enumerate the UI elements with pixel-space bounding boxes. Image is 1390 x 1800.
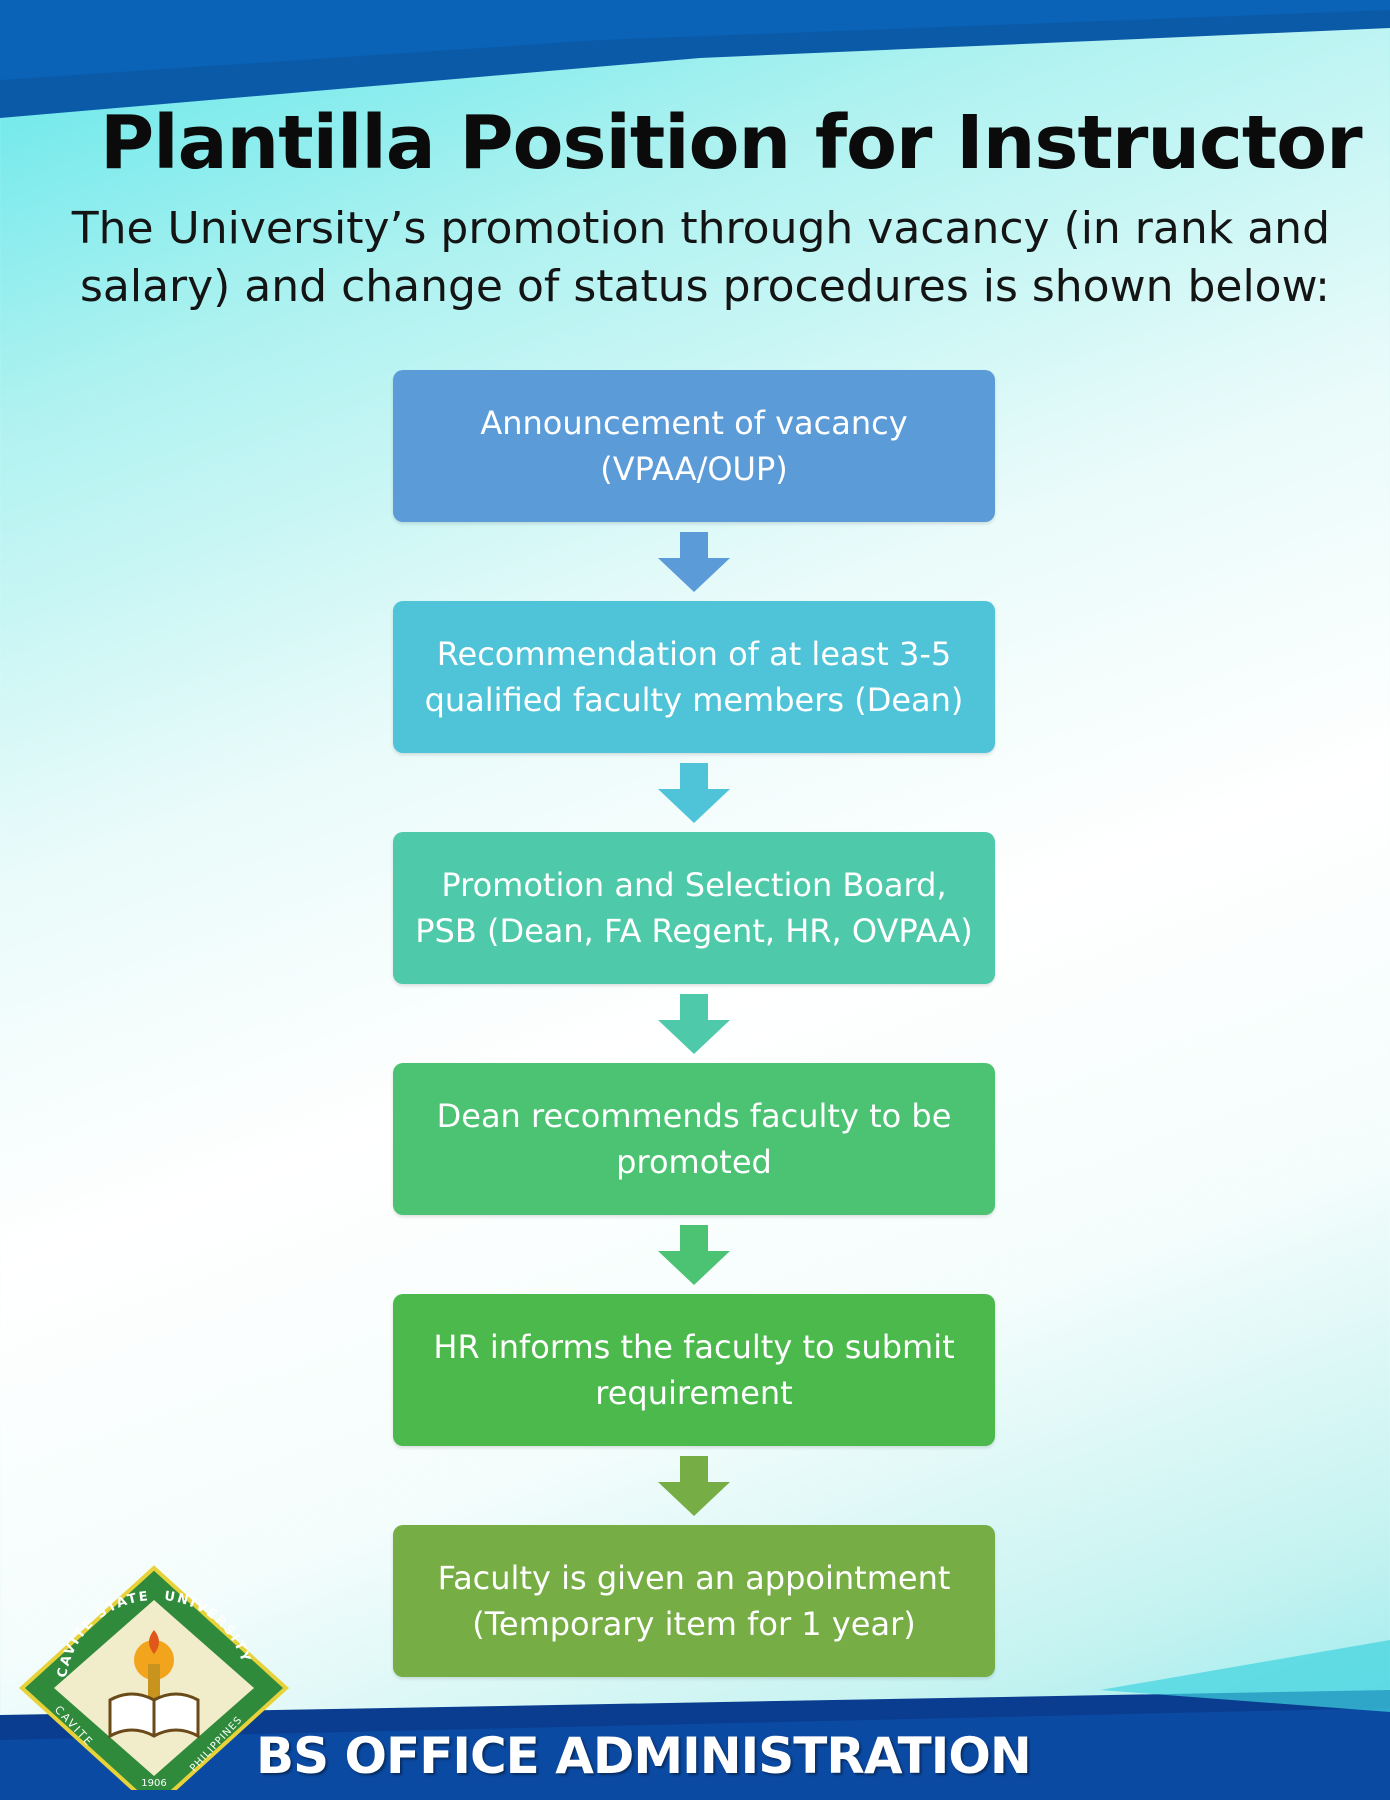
page-title: Plantilla Position for Instructor I xyxy=(100,100,1390,186)
step-appointment: Faculty is given an appointment (Tempora… xyxy=(393,1525,995,1677)
step-text: Promotion and Selection Board, PSB (Dean… xyxy=(415,862,973,954)
step-label-line-2: qualified faculty members (Dean) xyxy=(424,681,964,719)
footer-program-name: BS OFFICE ADMINISTRATION xyxy=(256,1727,1032,1785)
step-text: Faculty is given an appointment (Tempora… xyxy=(438,1555,951,1647)
step-label-line-2: promoted xyxy=(616,1143,772,1181)
step-label-line-2: PSB (Dean, FA Regent, HR, OVPAA) xyxy=(415,912,973,950)
down-arrow-icon xyxy=(393,522,995,601)
down-arrow-icon xyxy=(393,753,995,832)
university-seal-logo: CAVITE STATE UNIVERSITY CAVITE PHILIPPIN… xyxy=(19,1565,289,1790)
step-announcement: Announcement of vacancy (VPAA/OUP) xyxy=(393,370,995,522)
step-label-line-2: (VPAA/OUP) xyxy=(600,450,788,488)
step-label-line-1: Announcement of vacancy xyxy=(480,404,908,442)
page-subtitle: The University’s promotion through vacan… xyxy=(60,200,1330,316)
step-label-line-2: requirement xyxy=(595,1374,793,1412)
step-selection-board: Promotion and Selection Board, PSB (Dean… xyxy=(393,832,995,984)
subtitle-line-2: salary) and change of status procedures … xyxy=(79,261,1330,312)
step-label-line-1: Promotion and Selection Board, xyxy=(441,866,947,904)
step-label-line-1: Recommendation of at least 3-5 xyxy=(436,635,952,673)
step-label-line-1: HR informs the faculty to submit xyxy=(433,1328,955,1366)
down-arrow-icon xyxy=(393,984,995,1063)
process-flowchart: Announcement of vacancy (VPAA/OUP) Recom… xyxy=(393,370,995,1677)
step-text: HR informs the faculty to submit require… xyxy=(433,1324,954,1416)
step-text: Announcement of vacancy (VPAA/OUP) xyxy=(480,400,907,492)
step-recommendation: Recommendation of at least 3-5 qualified… xyxy=(393,601,995,753)
down-arrow-icon xyxy=(393,1215,995,1294)
subtitle-line-1: The University’s promotion through vacan… xyxy=(71,203,1330,254)
logo-year: 1906 xyxy=(141,1778,166,1789)
step-text: Dean recommends faculty to be promoted xyxy=(437,1093,952,1185)
step-text: Recommendation of at least 3-5 qualified… xyxy=(425,631,964,723)
step-label-line-1: Faculty is given an appointment xyxy=(437,1559,951,1597)
step-dean-recommends: Dean recommends faculty to be promoted xyxy=(393,1063,995,1215)
step-label-line-1: Dean recommends faculty to be xyxy=(436,1097,952,1135)
step-hr-informs: HR informs the faculty to submit require… xyxy=(393,1294,995,1446)
down-arrow-icon xyxy=(393,1446,995,1525)
step-label-line-2: (Temporary item for 1 year) xyxy=(472,1605,916,1643)
